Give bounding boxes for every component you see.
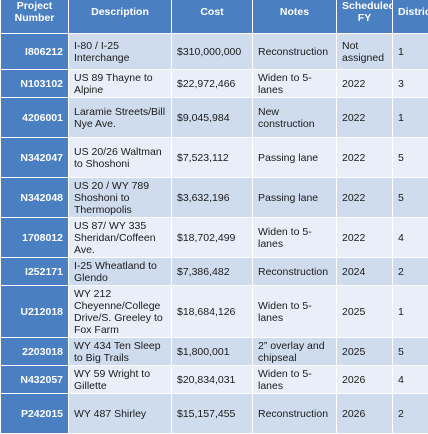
cell-project-number: N103102 (1, 70, 69, 98)
cell-notes: Passing lane (253, 138, 337, 178)
cell-district: 1 (393, 286, 428, 338)
cell-notes: 2” overlay and chipseal (253, 338, 337, 366)
header-scheduled-fy: Scheduled FY (337, 0, 393, 34)
cell-project-number: U212018 (1, 286, 69, 338)
cell-cost: $310,000,000 (172, 34, 253, 70)
cell-scheduled-fy: 2022 (337, 218, 393, 258)
cell-district: 3 (393, 70, 428, 98)
cell-cost: $7,523,112 (172, 138, 253, 178)
cell-description: US 20 / WY 789 Shoshoni to Thermopolis (69, 178, 172, 218)
cell-project-number: N342047 (1, 138, 69, 178)
cell-project-number: I806212 (1, 34, 69, 70)
cell-project-number: 1708012 (1, 218, 69, 258)
cell-project-number: I252171 (1, 258, 69, 286)
cell-cost: $18,702,499 (172, 218, 253, 258)
cell-description: I-25 Wheatland to Glendo (69, 258, 172, 286)
cell-scheduled-fy: 2025 (337, 338, 393, 366)
cell-cost: $1,800,001 (172, 338, 253, 366)
cell-cost: $9,045,984 (172, 98, 253, 138)
cell-notes: Widen to 5-lanes (253, 218, 337, 258)
cell-notes: Widen to 5-lanes (253, 366, 337, 394)
cell-district: 2 (393, 258, 428, 286)
cell-description: WY 434 Ten Sleep to Big Trails (69, 338, 172, 366)
cell-cost: $7,386,482 (172, 258, 253, 286)
cell-project-number: N432057 (1, 366, 69, 394)
cell-notes: Widen to 5-lanes (253, 286, 337, 338)
cell-notes: Reconstruction (253, 34, 337, 70)
cell-district: 4 (393, 218, 428, 258)
header-notes: Notes (253, 0, 337, 34)
cell-project-number: 2203018 (1, 338, 69, 366)
header-project-number: Project Number (1, 0, 69, 34)
cell-scheduled-fy: 2025 (337, 286, 393, 338)
header-description: Description (69, 0, 172, 34)
cell-description: US 20/26 Waltman to Shoshoni (69, 138, 172, 178)
cell-description: WY 59 Wright to Gillette (69, 366, 172, 394)
cell-notes: Passing lane (253, 178, 337, 218)
cell-scheduled-fy: 2022 (337, 138, 393, 178)
cell-cost: $3,632,196 (172, 178, 253, 218)
cell-cost: $18,684,126 (172, 286, 253, 338)
cell-description: I-80 / I-25 Interchange (69, 34, 172, 70)
cell-notes: New construction (253, 98, 337, 138)
cell-scheduled-fy: 2024 (337, 258, 393, 286)
header-district: District (393, 0, 428, 34)
cell-scheduled-fy: 2022 (337, 98, 393, 138)
cell-notes: Widen to 5-lanes (253, 70, 337, 98)
cell-district: 5 (393, 178, 428, 218)
cell-district: 5 (393, 138, 428, 178)
cell-cost: $20,834,031 (172, 366, 253, 394)
cell-description: WY 212 Cheyenne/College Drive/S. Greeley… (69, 286, 172, 338)
cell-project-number: 4206001 (1, 98, 69, 138)
cell-description: Laramie Streets/Bill Nye Ave. (69, 98, 172, 138)
cell-district: 5 (393, 338, 428, 366)
cell-scheduled-fy: 2022 (337, 178, 393, 218)
cell-project-number: N342048 (1, 178, 69, 218)
cell-cost: $22,972,466 (172, 70, 253, 98)
cell-description: US 89 Thayne to Alpine (69, 70, 172, 98)
header-cost: Cost (172, 0, 253, 34)
cell-district: 1 (393, 34, 428, 70)
header-row: Project Number Description Cost Notes Sc… (1, 0, 428, 34)
cell-scheduled-fy: 2022 (337, 70, 393, 98)
cell-description: US 87/ WY 335 Sheridan/Coffeen Ave. (69, 218, 172, 258)
cell-district: 4 (393, 366, 428, 394)
cell-district: 1 (393, 98, 428, 138)
cell-scheduled-fy: 2026 (337, 366, 393, 394)
cell-notes: Reconstruction (253, 258, 337, 286)
cell-scheduled-fy: Not assigned (337, 34, 393, 70)
